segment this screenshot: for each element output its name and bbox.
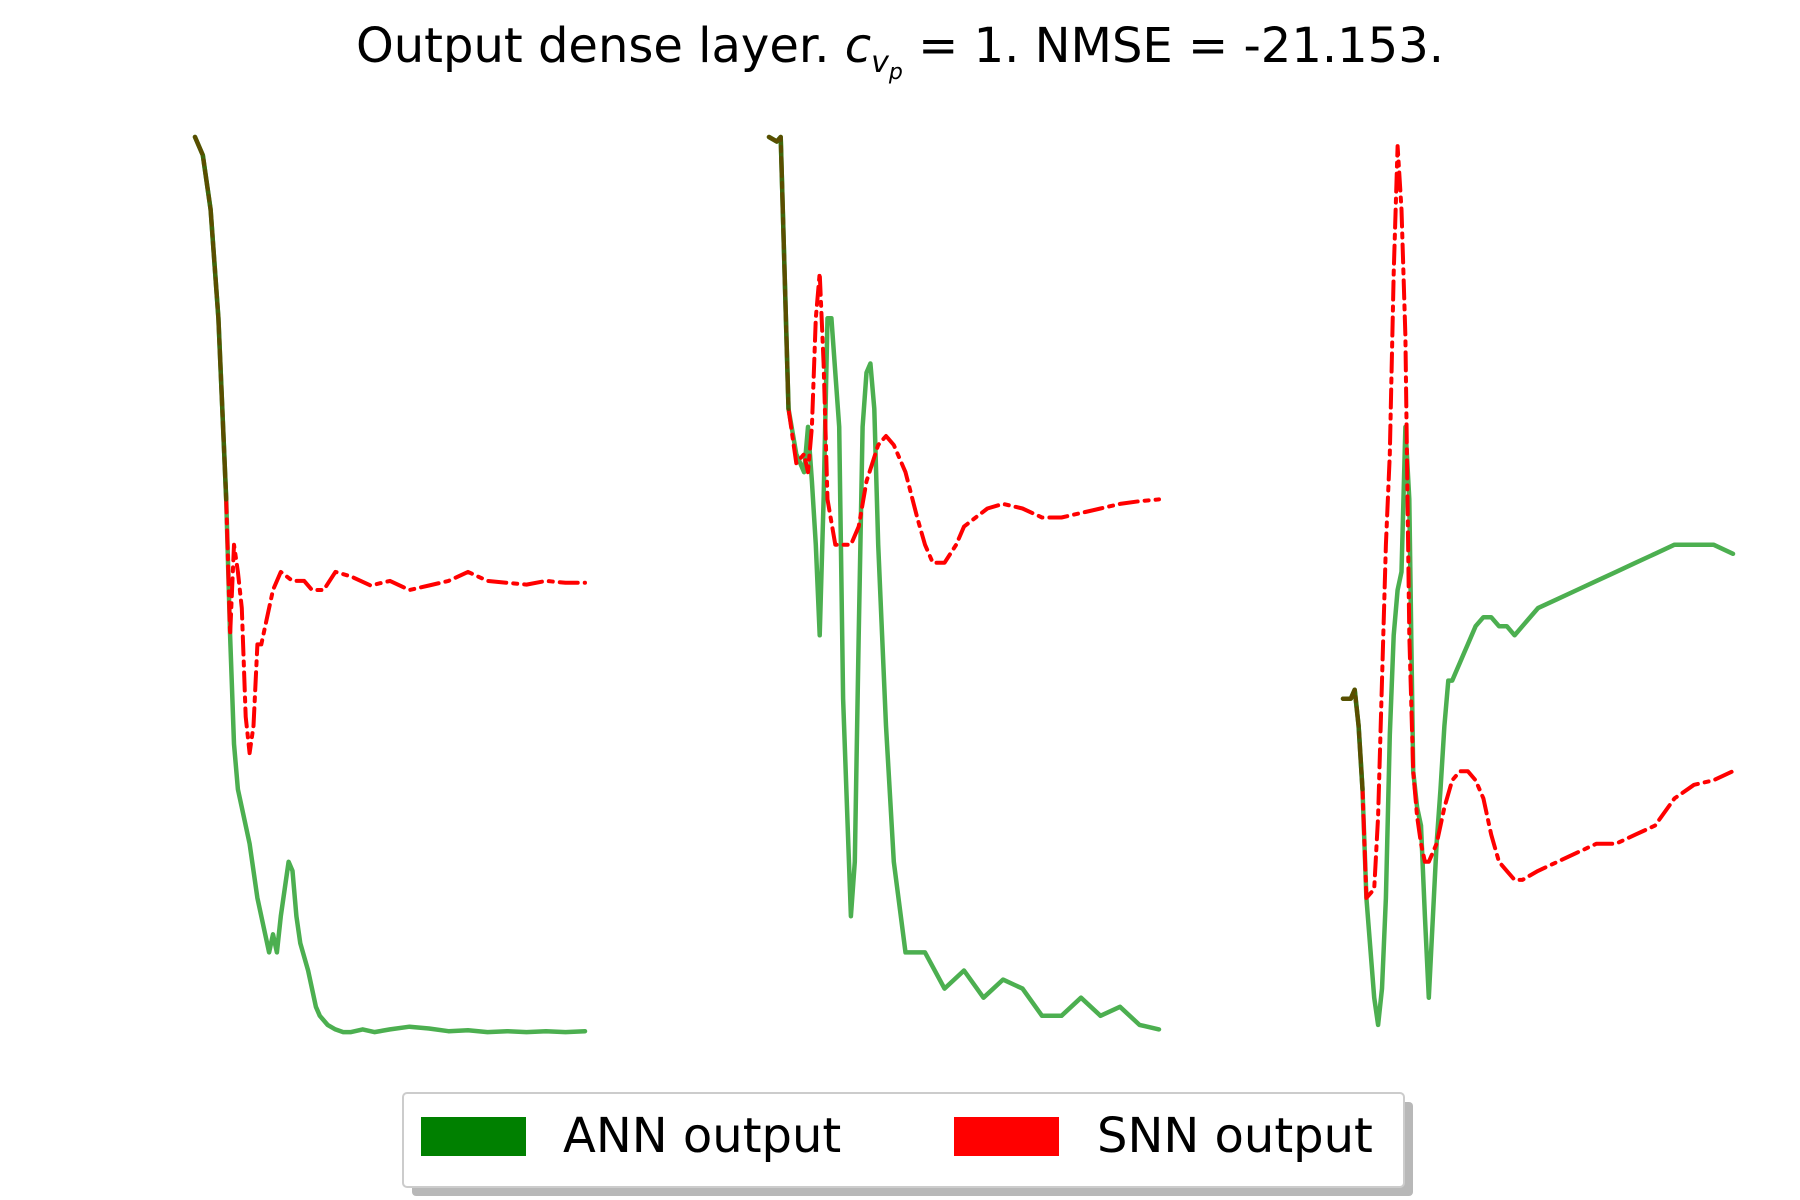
legend-label-ann: ANN output [563,1108,841,1164]
title-symbol: c [845,18,871,74]
legend: ANN output SNN output [402,1092,1413,1196]
overlap-line-1 [192,134,229,502]
legend-frame [402,1092,1405,1188]
title-prefix: Output dense layer. [356,18,845,74]
snn-output-line-2 [767,135,1161,565]
title-subscript: v [871,45,890,80]
chart-title: Output dense layer. cvp = 1. NMSE = -21.… [356,18,1444,85]
legend-swatch-ann [421,1117,526,1156]
title-subsubscript: p [888,60,903,85]
panel-2 [766,134,1162,1032]
ann-output-line-3 [1340,424,1736,1028]
plot-area [192,134,1736,1035]
panel-1 [192,134,588,1035]
legend-swatch-snn [954,1117,1059,1156]
panel-3 [1340,144,1736,1028]
legend-label-snn: SNN output [1097,1108,1373,1164]
snn-output-line-1 [193,135,587,756]
title-suffix: = 1. NMSE = -21.153. [903,18,1444,74]
ann-output-line-2 [766,134,1162,1032]
overlap-line-3 [1340,687,1365,792]
overlap-line-2 [766,134,791,412]
ann-output-line-1 [192,134,588,1035]
